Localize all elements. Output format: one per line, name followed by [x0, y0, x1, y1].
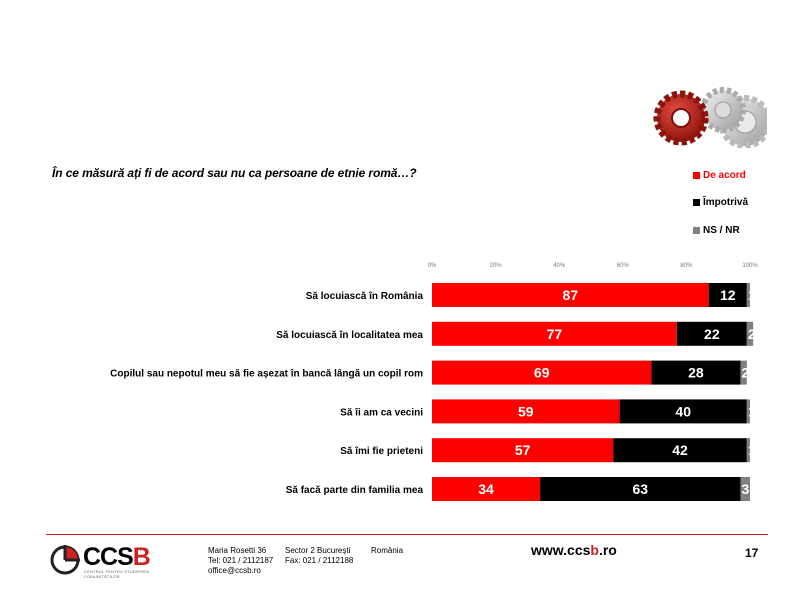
footer-sector: Sector 2 București Fax: 021 / 2112188	[285, 546, 354, 565]
bar-segment	[746, 321, 754, 346]
bar-segment	[746, 283, 750, 307]
logo-mark-icon	[50, 545, 80, 575]
data-label: 2	[741, 365, 749, 381]
bar-segment	[432, 399, 620, 424]
bar-segment	[432, 477, 541, 501]
bar-segment	[708, 283, 747, 307]
bar-segment	[613, 438, 747, 463]
data-label: 1	[748, 287, 756, 303]
legend-swatch-against	[693, 199, 700, 206]
legend-item-against: Împotrivă	[693, 197, 748, 208]
x-tick-label: 20%	[490, 263, 503, 269]
gears-icon	[645, 86, 767, 148]
category-label: Copilul sau nepotul meu să fie așezat în…	[110, 369, 423, 380]
data-label: 12	[720, 287, 736, 303]
data-label: 22	[704, 326, 720, 342]
data-label: 1	[748, 442, 756, 458]
bar-segment	[432, 321, 677, 346]
bar-segment	[432, 438, 614, 463]
category-label: Să îi am ca vecini	[340, 407, 423, 418]
data-label: 42	[672, 442, 688, 458]
data-label: 34	[478, 481, 494, 497]
data-label: 87	[563, 287, 579, 303]
stacked-bar-chart: 0% 20% 40% 60% 80% 100% Să locuiască în Români…	[110, 263, 758, 501]
bar-segment	[676, 321, 747, 346]
legend-label-dk: NS / NR	[703, 225, 740, 236]
bar-segment	[540, 477, 741, 501]
data-label: 63	[633, 481, 649, 497]
page-number: 17	[745, 546, 759, 560]
legend-item-dk: NS / NR	[693, 225, 740, 236]
legend-item-agree: De acord	[693, 170, 746, 181]
bar-segment	[746, 399, 750, 424]
x-tick-label: 0%	[428, 263, 437, 269]
data-label: 77	[547, 326, 563, 342]
logo-subtitle: CENTRUL PENTRU STUDIEREA COMUNITĂȚILOR	[84, 569, 149, 579]
legend-label-agree: De acord	[703, 170, 746, 181]
bar-segment	[651, 360, 741, 385]
bar-segment	[432, 283, 709, 307]
legend-swatch-dk	[693, 227, 700, 234]
website-link[interactable]: www.ccsb.ro	[531, 542, 617, 558]
bar-segment	[740, 477, 750, 501]
x-tick-label: 80%	[680, 263, 693, 269]
data-label: 1	[748, 403, 756, 419]
x-tick-label: 40%	[553, 263, 566, 269]
footer-address: Maria Rosetti 36 Tel: 021 / 2112187 offi…	[208, 546, 274, 575]
footer-divider	[46, 534, 768, 535]
data-label: 69	[534, 365, 550, 381]
category-label: Să facă parte din familia mea	[286, 485, 424, 496]
data-label: 59	[518, 403, 534, 419]
data-label: 3	[741, 481, 749, 497]
logo-wordmark: CCSB	[83, 543, 151, 571]
bar-segment	[432, 360, 652, 385]
chart-question: În ce măsură ați fi de acord sau nu ca p…	[52, 166, 417, 180]
data-label: 40	[675, 403, 691, 419]
data-label: 57	[515, 442, 531, 458]
category-label: Să locuiască în România	[306, 291, 424, 302]
bar-segment	[740, 360, 747, 385]
legend-swatch-agree	[693, 172, 700, 179]
footer-country: România	[371, 546, 404, 555]
category-label: Să locuiască în localitatea mea	[276, 330, 423, 341]
category-label: Să îmi fie prieteni	[340, 446, 423, 457]
data-label: 2	[748, 326, 756, 342]
bar-segment	[619, 399, 747, 424]
x-tick-label: 60%	[617, 263, 630, 269]
data-label: 28	[688, 365, 704, 381]
x-tick-label: 100%	[742, 263, 758, 269]
bar-segment	[746, 438, 750, 463]
legend-label-against: Împotrivă	[703, 197, 749, 208]
ccsb-logo: CCSB CENTRUL PENTRU STUDIEREA COMUNITĂȚI…	[50, 542, 190, 579]
